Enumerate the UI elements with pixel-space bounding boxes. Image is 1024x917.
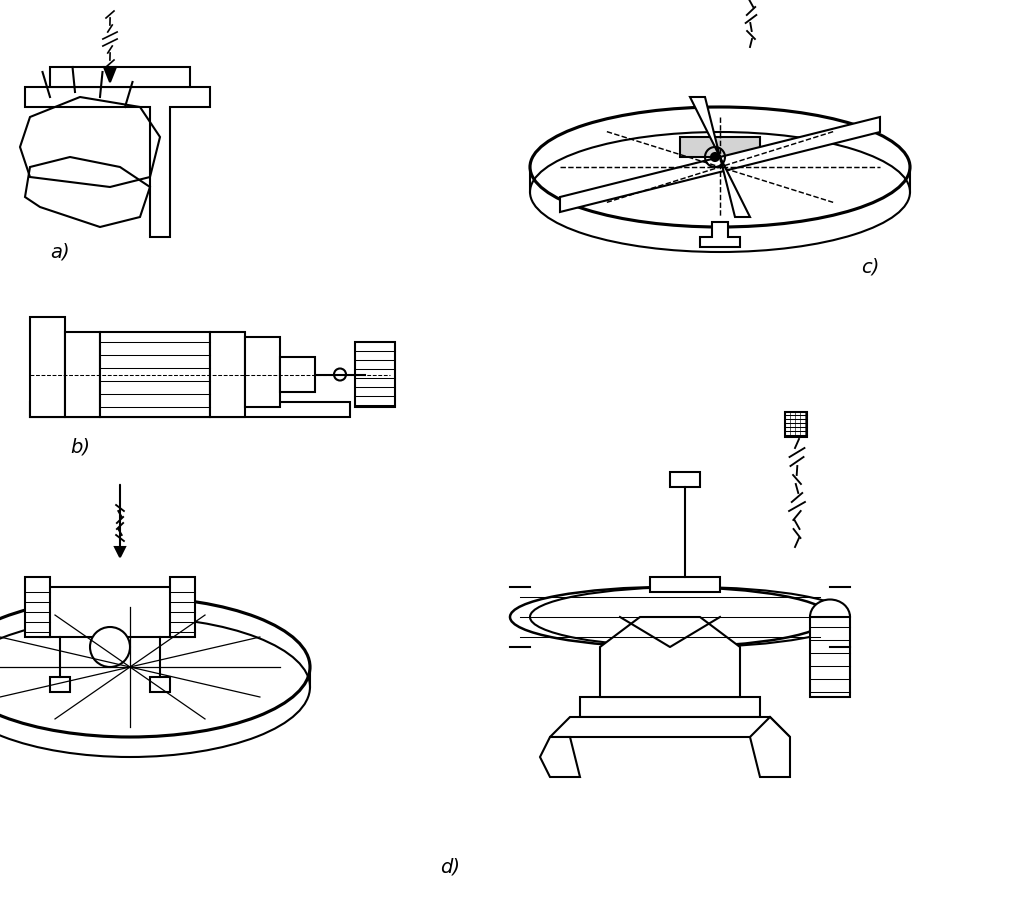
Bar	[25, 577, 50, 637]
Polygon shape	[355, 342, 395, 407]
Ellipse shape	[530, 107, 910, 227]
Bar	[210, 332, 245, 417]
Polygon shape	[115, 547, 125, 557]
Polygon shape	[50, 67, 190, 87]
Bar	[30, 402, 350, 417]
Polygon shape	[104, 67, 116, 82]
Bar	[65, 332, 100, 417]
Bar	[810, 617, 850, 697]
Circle shape	[90, 627, 130, 667]
Bar	[150, 677, 170, 692]
Polygon shape	[550, 717, 790, 737]
Ellipse shape	[510, 587, 830, 647]
Bar	[30, 317, 65, 417]
Ellipse shape	[810, 600, 850, 635]
Text: a): a)	[50, 242, 70, 261]
Ellipse shape	[0, 597, 310, 737]
Polygon shape	[560, 117, 880, 212]
Polygon shape	[580, 697, 760, 717]
Text: c): c)	[861, 258, 880, 277]
Polygon shape	[650, 577, 720, 592]
Polygon shape	[700, 222, 740, 247]
Polygon shape	[690, 97, 750, 217]
Text: d): d)	[440, 857, 460, 877]
Circle shape	[711, 153, 719, 161]
Bar	[785, 412, 807, 437]
Text: b): b)	[70, 437, 90, 457]
Polygon shape	[600, 617, 740, 697]
Bar	[670, 472, 700, 487]
Bar	[50, 677, 70, 692]
Polygon shape	[540, 737, 580, 777]
Bar	[170, 577, 195, 637]
Bar	[245, 337, 280, 407]
Polygon shape	[750, 717, 790, 777]
Polygon shape	[100, 332, 210, 417]
Polygon shape	[680, 137, 760, 157]
Polygon shape	[25, 87, 210, 237]
Bar	[40, 587, 180, 637]
Bar	[280, 357, 315, 392]
